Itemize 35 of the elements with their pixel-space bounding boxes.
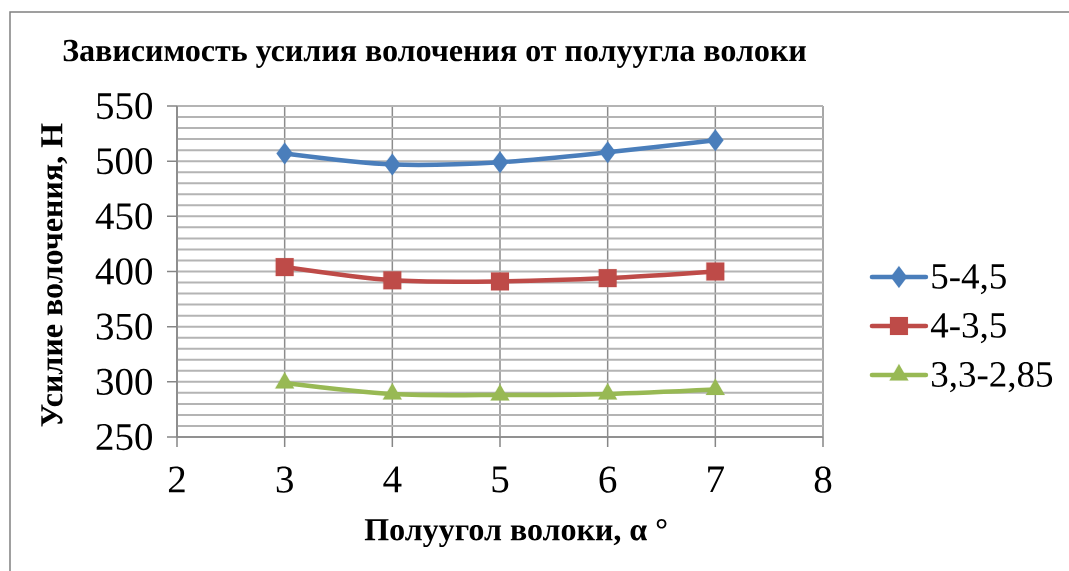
point bbox=[382, 382, 402, 400]
legend-label: 4-3,5 bbox=[930, 312, 1006, 344]
point bbox=[383, 271, 402, 290]
point bbox=[276, 142, 293, 165]
point bbox=[599, 141, 616, 164]
x-tick-label: 5 bbox=[492, 466, 509, 493]
x-tick-label: 8 bbox=[814, 466, 832, 493]
y-tick-label: 550 bbox=[97, 92, 152, 120]
y-tick-label: 300 bbox=[96, 368, 152, 395]
point bbox=[275, 371, 295, 389]
point bbox=[706, 262, 725, 281]
chart-title: Зависимость усилия волочения от полуугла волоки bbox=[63, 39, 806, 68]
x-tick-label: 3 bbox=[276, 466, 293, 493]
x-tick-label: 7 bbox=[708, 466, 724, 493]
point bbox=[275, 258, 294, 277]
y-tick-label: 250 bbox=[96, 423, 152, 451]
y-axis-title: Усилие волочения, Н bbox=[41, 123, 68, 427]
y-tick-label: 400 bbox=[95, 258, 152, 285]
y-tick-label: 450 bbox=[95, 203, 152, 230]
point bbox=[384, 153, 401, 176]
legend-label: 5-4,5 bbox=[932, 264, 1006, 295]
x-axis-title: Полуугол волоки, α ° bbox=[364, 518, 667, 548]
point bbox=[490, 384, 510, 401]
y-tick-label: 350 bbox=[96, 313, 152, 340]
x-tick-label: 6 bbox=[599, 466, 617, 493]
legend-label: 3,3-2,85 bbox=[931, 361, 1053, 393]
point bbox=[598, 382, 618, 400]
x-tick-label: 4 bbox=[383, 466, 402, 493]
point bbox=[490, 272, 510, 291]
point bbox=[598, 269, 617, 288]
x-tick-label: 2 bbox=[168, 466, 185, 493]
y-tick-label: 500 bbox=[97, 148, 152, 175]
point bbox=[707, 129, 724, 152]
point bbox=[705, 378, 725, 396]
point bbox=[491, 151, 509, 174]
